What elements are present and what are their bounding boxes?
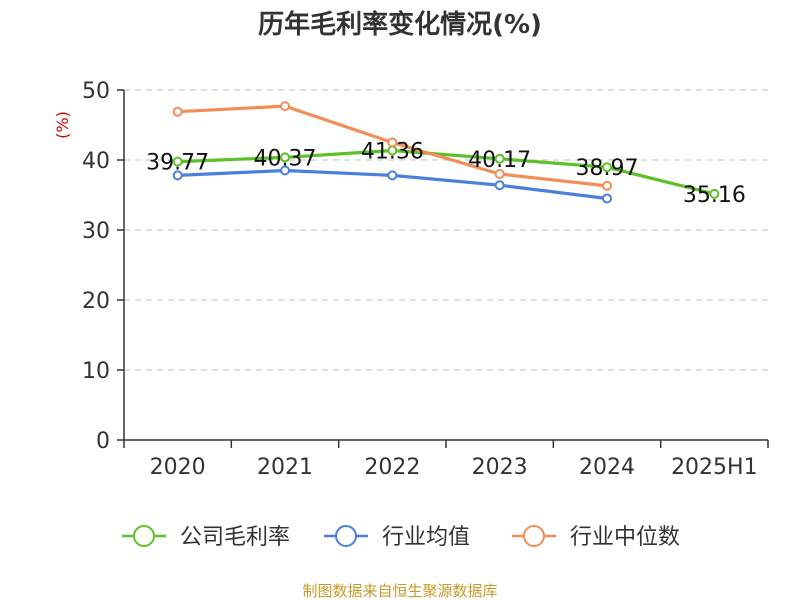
legend-marker	[523, 525, 545, 547]
data-label: 38.97	[576, 156, 639, 181]
legend-marker	[335, 525, 357, 547]
data-point	[172, 106, 183, 117]
legend-item[interactable]: 公司毛利率	[122, 525, 290, 550]
series-line-0	[176, 148, 716, 196]
data-point	[387, 137, 398, 148]
data-point	[494, 153, 505, 164]
data-point	[172, 170, 183, 181]
data-point	[280, 101, 290, 112]
axis-layer: 0 10 20 30 40 50 2020 2021 2022 2023 2024 2025H1	[82, 79, 769, 480]
x-tick-label: 2022	[364, 455, 420, 480]
y-tick-label: 20	[82, 289, 110, 314]
legend-item[interactable]: 行业均值	[324, 525, 470, 550]
data-point	[709, 188, 720, 199]
data-point	[494, 180, 505, 191]
data-label: 39.77	[146, 151, 209, 176]
y-axis-unit-label: (%)	[53, 111, 72, 139]
y-tick-label: 0	[96, 429, 110, 454]
y-tick-label: 50	[82, 79, 110, 104]
legend-label: 行业均值	[382, 525, 470, 550]
x-tick-label: 2025H1	[671, 455, 758, 480]
y-tick-label: 10	[82, 359, 110, 384]
data-point	[280, 152, 290, 163]
x-tick-label: 2024	[579, 455, 635, 480]
data-label-layer: 39.77 40.37 41.36 40.17 38.97 35.16	[146, 139, 746, 207]
x-tick-label: 2021	[257, 455, 313, 480]
data-label: 40.37	[254, 146, 317, 171]
chart-title: 历年毛利率变化情况(%)	[258, 9, 542, 40]
legend-label: 行业中位数	[570, 525, 680, 550]
series-layer	[172, 101, 720, 204]
legend: 公司毛利率 行业均值 行业中位数	[122, 525, 680, 550]
data-point	[280, 165, 290, 176]
data-point	[602, 162, 612, 173]
data-point	[172, 156, 183, 167]
y-tick-label: 30	[82, 219, 110, 244]
x-tick-label: 2020	[150, 455, 206, 480]
legend-label: 公司毛利率	[180, 525, 290, 550]
grid-layer	[124, 89, 768, 371]
data-label: 35.16	[683, 183, 746, 208]
legend-marker	[133, 525, 155, 547]
data-point	[387, 170, 398, 181]
y-tick-label: 40	[82, 149, 110, 174]
data-label: 40.17	[468, 148, 531, 173]
data-point	[602, 193, 612, 204]
data-point	[494, 169, 505, 179]
x-tick-label: 2023	[472, 455, 528, 480]
data-point	[602, 180, 612, 191]
data-label: 41.36	[361, 139, 424, 164]
legend-item[interactable]: 行业中位数	[512, 525, 680, 550]
source-note: 制图数据来自恒生聚源数据库	[302, 582, 497, 600]
